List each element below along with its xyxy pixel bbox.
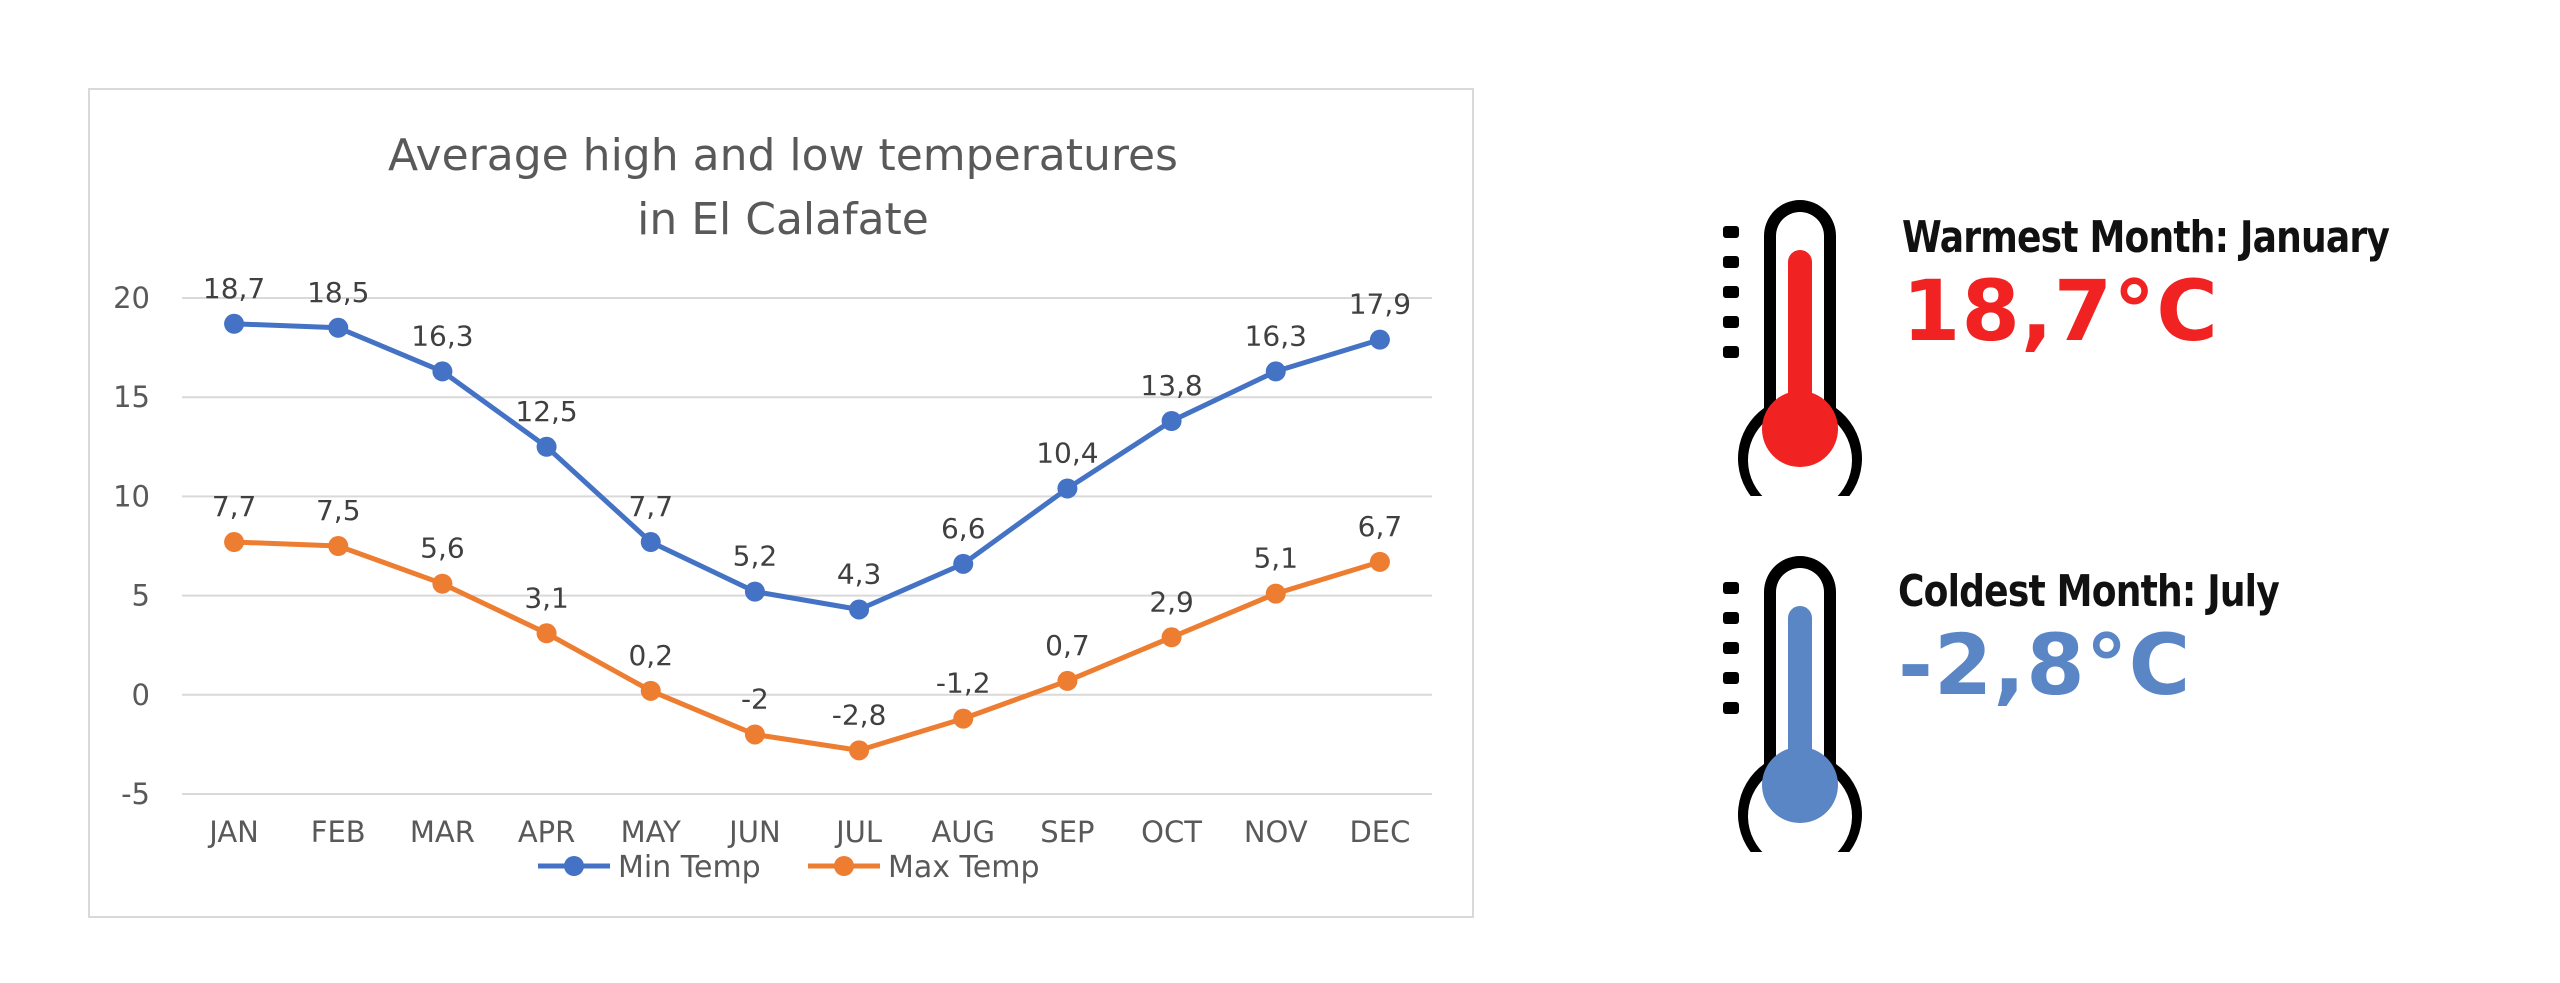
chart-title-line-1: Average high and low temperatures [388, 130, 1178, 181]
legend-marker [564, 856, 584, 876]
data-label: 7,7 [212, 490, 257, 523]
legend-item: Max Temp [808, 850, 1040, 885]
x-tick-label: JUN [727, 815, 780, 849]
series-line [233, 321, 1381, 612]
data-point [1369, 329, 1390, 350]
data-point [640, 532, 661, 553]
data-label: 16,3 [411, 319, 473, 352]
series-min-temp: 18,7 18,5 16,3 12,5 7,7 5,2 4,3 6,6 10,4 13,8 16,3… [203, 272, 1411, 620]
y-tick-label: 0 [132, 678, 150, 712]
data-label: 6,6 [941, 512, 986, 545]
data-label: 3,1 [524, 581, 569, 614]
data-label: 5,2 [733, 540, 778, 573]
data-label: 0,2 [628, 639, 673, 672]
warmest-month-value: 18,7°C [1902, 262, 2219, 360]
data-label: 18,7 [203, 272, 265, 305]
data-point [1369, 551, 1390, 572]
chart-area: Average high and low temperatures in El … [88, 88, 1474, 918]
data-point [640, 680, 661, 701]
x-tick-label: JAN [207, 815, 259, 849]
legend-item: Min Temp [538, 850, 761, 885]
data-label: 16,3 [1245, 319, 1307, 352]
data-label: 13,8 [1140, 369, 1202, 402]
x-tick-label: SEP [1040, 815, 1094, 849]
legend-marker [834, 856, 854, 876]
data-label: 10,4 [1036, 436, 1098, 469]
line-chart: Average high and low temperatures in El … [113, 130, 1432, 885]
data-label: 4,3 [837, 557, 882, 590]
data-point [849, 740, 870, 761]
x-tick-label: NOV [1244, 815, 1308, 849]
legend-label: Min Temp [618, 850, 761, 885]
x-tick-label: JUL [834, 815, 882, 849]
y-tick-label: 15 [113, 380, 150, 414]
thermometer-cold-icon [1723, 556, 1862, 852]
y-tick-label: 10 [113, 479, 150, 513]
thermometer-hot-icon [1723, 200, 1862, 496]
data-label: 12,5 [515, 395, 577, 428]
data-point [1057, 478, 1078, 499]
legend-label: Max Temp [888, 850, 1040, 885]
data-label: 5,1 [1253, 542, 1298, 575]
coldest-month-value: -2,8°C [1898, 616, 2192, 714]
data-point [953, 708, 974, 729]
warmest-month-heading: Warmest Month: January [1902, 212, 2390, 263]
coldest-month-heading: Coldest Month: July [1898, 566, 2280, 617]
data-point [849, 599, 870, 620]
data-point [432, 361, 453, 382]
x-tick-label: AUG [931, 815, 995, 849]
x-tick-label: APR [518, 815, 575, 849]
y-axis: 20 15 10 5 0 -5 [113, 281, 150, 811]
data-point [1265, 361, 1286, 382]
y-tick-label: -5 [121, 777, 150, 811]
y-tick-label: 20 [113, 281, 150, 315]
data-point [1161, 627, 1182, 648]
data-label: -2 [741, 682, 769, 715]
x-tick-label: MAR [410, 815, 475, 849]
x-tick-label: OCT [1141, 815, 1202, 849]
data-point [953, 553, 974, 574]
data-label: 5,6 [420, 532, 465, 565]
series-group: 18,7 18,5 16,3 12,5 7,7 5,2 4,3 6,6 10,4 13,8 16,3… [203, 272, 1411, 761]
data-point [1265, 583, 1286, 604]
x-axis: JAN FEB MAR APR MAY JUN JUL AUG SEP OCT NOV DEC [207, 815, 1410, 849]
data-point [536, 436, 557, 457]
data-label: 2,9 [1149, 585, 1194, 618]
data-point [1161, 411, 1182, 432]
data-label: 0,7 [1045, 629, 1090, 662]
y-tick-label: 5 [132, 579, 150, 613]
data-point [744, 724, 765, 745]
x-tick-label: DEC [1349, 815, 1410, 849]
series-line [233, 539, 1381, 753]
x-tick-label: MAY [621, 815, 682, 849]
data-label: -1,2 [936, 667, 991, 700]
data-point [328, 317, 349, 338]
data-point [432, 573, 453, 594]
gridlines [182, 297, 1432, 795]
data-label: 17,9 [1349, 288, 1411, 321]
legend: Min Temp Max Temp [538, 850, 1040, 885]
data-label: 6,7 [1358, 510, 1403, 543]
data-point [328, 536, 349, 556]
data-point [1057, 670, 1078, 691]
data-point [536, 623, 557, 644]
data-label: 7,5 [316, 494, 361, 527]
data-point [224, 313, 245, 334]
chart-title-line-2: in El Calafate [637, 194, 929, 245]
data-label: 7,7 [628, 490, 673, 523]
data-label: -2,8 [832, 698, 887, 731]
x-tick-label: FEB [311, 815, 366, 849]
data-point [224, 532, 245, 553]
data-label: 18,5 [307, 276, 369, 309]
data-point [744, 581, 765, 602]
series-max-temp: 7,7 7,5 5,6 3,1 0,2 -2 -2,8 -1,2 0,7 2,9 5,1 6,7 [212, 490, 1403, 761]
